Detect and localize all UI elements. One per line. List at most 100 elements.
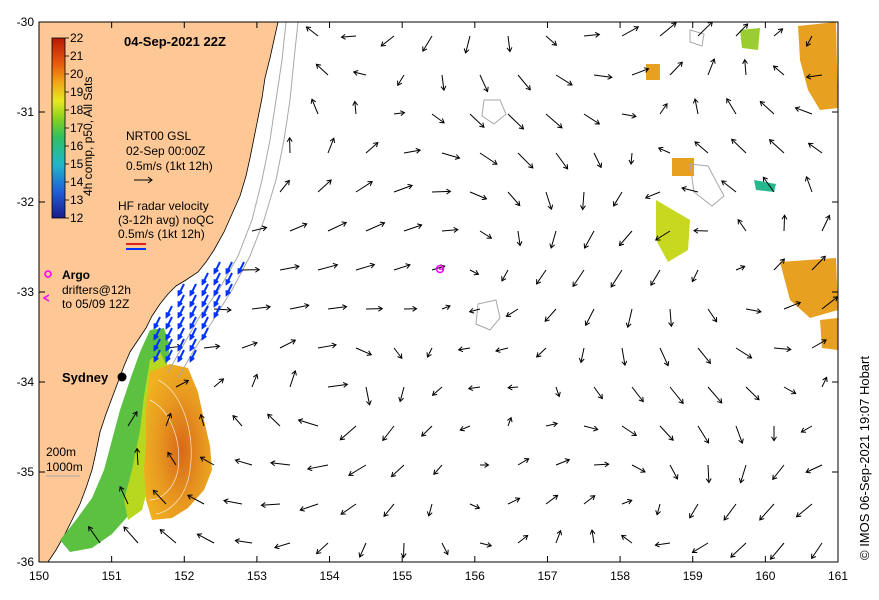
- argo-legend: Argo drifters@12h to 05/09 12Z: [42, 268, 131, 311]
- gsl-vector-117: [707, 308, 718, 322]
- gsl-vector-head-200: [299, 506, 305, 512]
- gsl-vector-164: [382, 425, 395, 441]
- x-tick-label-4: 154: [320, 569, 340, 583]
- gsl-vector-67: [645, 191, 661, 199]
- gsl-vector-head-84: [693, 227, 699, 234]
- gsl-vector-149: [555, 386, 560, 397]
- radar-vector-head-11: [177, 301, 183, 308]
- gsl-vector-86: [783, 215, 786, 232]
- radar-vector-head-26: [165, 334, 171, 341]
- gsl-vector-head-12: [777, 28, 784, 34]
- gsl-vector-21: [593, 74, 612, 78]
- gsl-vector-head-145: [398, 396, 404, 403]
- gsl-vector-head-40: [759, 100, 766, 107]
- radar-vector-head-19: [213, 312, 219, 319]
- gsl-vector-head-52: [657, 146, 664, 153]
- gsl-vector-87: [821, 215, 830, 232]
- gsl-vector-head-73: [302, 222, 308, 229]
- radar-legend-scale: 0.5m/s (1kt 12h): [118, 227, 205, 241]
- gsl-vector-head-13: [805, 41, 812, 47]
- sst-east-patch-3: [646, 64, 660, 80]
- gsl-vector-51: [630, 152, 633, 165]
- gsl-vector-head-96: [536, 279, 542, 285]
- gsl-vector-11: [735, 23, 748, 37]
- gsl-vector-20: [555, 74, 573, 86]
- gsl-vector-138: [811, 339, 827, 349]
- gsl-vector-56: [808, 142, 823, 154]
- gsl-vector-34: [545, 113, 563, 129]
- gsl-vector-123: [241, 342, 258, 349]
- gsl-vector-head-118: [756, 308, 762, 314]
- cb-tick-label-8: 14: [70, 175, 84, 189]
- gsl-vector-112: [506, 308, 519, 317]
- gsl-vector-head-144: [365, 400, 372, 406]
- gsl-vector-head-115: [625, 322, 632, 329]
- sst-warm-eddy: [144, 364, 212, 520]
- colorbar-ticks: 22 21 20 19 18 17 16 15 14 13 12: [65, 31, 84, 225]
- gsl-vector-head-148: [507, 384, 513, 391]
- gsl-vector-195: [119, 486, 129, 505]
- radar-vector-head-21: [165, 323, 171, 330]
- gsl-vector-76: [403, 224, 422, 232]
- gsl-vector-158: [165, 413, 172, 427]
- gsl-vector-head-162: [297, 418, 304, 424]
- gsl-vector-head-206: [552, 494, 559, 500]
- gsl-vector-49: [555, 152, 569, 170]
- gsl-vector-head-138: [821, 339, 827, 345]
- gsl-vector-170: [621, 425, 637, 436]
- gsl-vector-head-113: [544, 316, 550, 323]
- gsl-vector-head-189: [640, 467, 646, 473]
- gsl-vector-202: [383, 503, 395, 517]
- gsl-vector-207: [583, 495, 596, 505]
- gsl-vector-83: [655, 230, 671, 241]
- gsl-vector-216: [159, 529, 177, 544]
- gsl-vector-head-114: [584, 320, 590, 327]
- gsl-vector-220: [316, 542, 329, 554]
- gsl-vector-68: [681, 187, 699, 193]
- radar-vector-head-4: [213, 279, 219, 286]
- gsl-vector-48: [517, 152, 534, 169]
- sydney-marker: [117, 372, 127, 382]
- gsl-vector-head-21: [607, 73, 613, 80]
- gsl-vector-head-219: [274, 543, 280, 550]
- gsl-vector-head-63: [515, 200, 521, 207]
- gsl-vector-head-47: [492, 159, 498, 165]
- gsl-vector-23: [669, 61, 683, 76]
- gsl-vector-146: [432, 386, 443, 396]
- gsl-vector-head-203: [426, 511, 433, 517]
- gsl-vector-91: [355, 264, 375, 271]
- sst-east-patch-4: [656, 200, 690, 262]
- gsl-vector-26: [773, 65, 785, 76]
- gsl-vector-head-17: [440, 85, 447, 92]
- gsl-vector-50: [593, 152, 602, 168]
- credit-text: © IMOS 06-Sep-2021 19:07 Hobart: [857, 356, 872, 560]
- gsl-vector-head-102: [779, 258, 786, 264]
- y-tick-label-6: -36: [17, 555, 35, 569]
- gsl-vector-97: [572, 269, 585, 287]
- gsl-vector-55: [769, 139, 785, 154]
- gsl-vector-head-153: [717, 398, 723, 404]
- gsl-vector-head-152: [678, 398, 684, 405]
- gsl-vector-226: [555, 530, 562, 544]
- radar-vector-head-3: [201, 279, 207, 286]
- gsl-vector-181: [307, 464, 329, 470]
- gsl-vector-head-158: [166, 412, 173, 419]
- radar-vector-head-13: [201, 301, 207, 308]
- argo-legend-symbol: [44, 270, 52, 278]
- gsl-vector-194: [805, 464, 823, 473]
- gsl-vector-head-227: [589, 529, 596, 535]
- gsl-vector-81: [584, 230, 595, 249]
- gsl-vector-102: [773, 258, 785, 271]
- gsl-vector-head-16: [397, 80, 403, 87]
- map-title: 04-Sep-2021 22Z: [124, 34, 226, 49]
- gsl-vector-head-112: [505, 311, 512, 317]
- gsl-vector-180: [270, 462, 291, 466]
- gsl-vector-154: [745, 386, 760, 401]
- gsl-vector-70: [762, 176, 775, 193]
- eddy-streamline-2: [149, 399, 180, 501]
- gsl-vector-head-80: [549, 243, 555, 249]
- gsl-vector-186: [517, 458, 529, 466]
- gsl-vector-head-233: [811, 553, 817, 560]
- cb-tick-label-7: 15: [70, 157, 84, 171]
- gsl-vector-head-214: [88, 525, 94, 532]
